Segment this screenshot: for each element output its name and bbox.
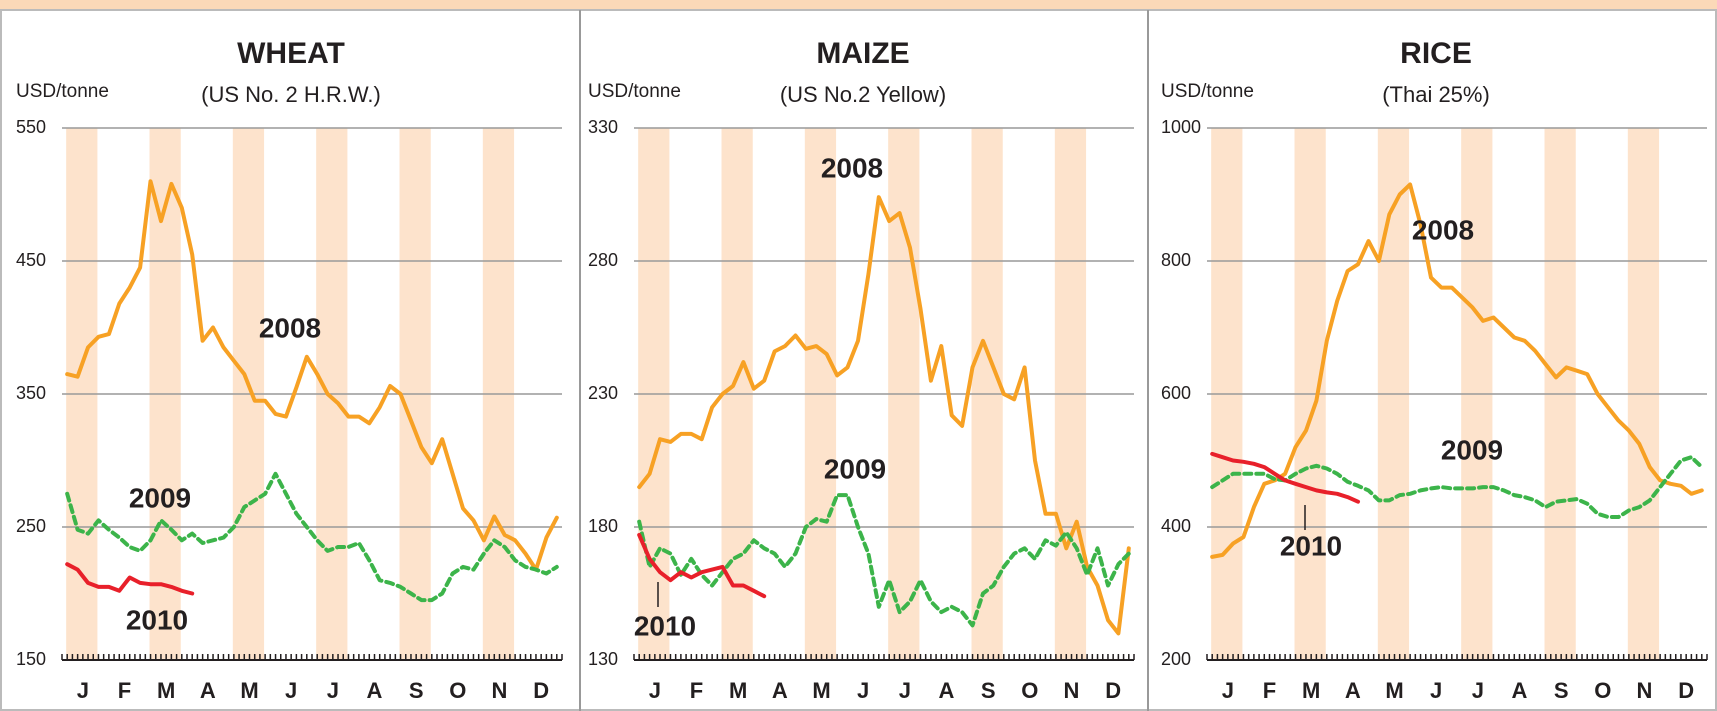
y-tick-label: 200 [1161, 649, 1191, 669]
x-tick-label: O [1594, 678, 1611, 703]
frame [0, 9, 1717, 711]
series-label: 2008 [821, 152, 883, 183]
x-tick-label: M [729, 678, 747, 703]
series-line [637, 493, 1131, 628]
y-tick-label: 600 [1161, 383, 1191, 403]
x-tick-label: M [812, 678, 830, 703]
series-label: 2010 [126, 604, 188, 635]
panel: WHEAT (US No. 2 H.R.W.) USD/tonne 150 250 350… [16, 37, 563, 703]
y-tick-label: 230 [588, 383, 618, 403]
y-tick-label: 400 [1161, 516, 1191, 536]
y-axis-label: USD/tonne [588, 81, 681, 102]
x-tick-label: J [77, 678, 89, 703]
x-tick-label: N [492, 678, 508, 703]
y-tick-label: 150 [16, 649, 46, 669]
minor-ticks [633, 654, 1135, 660]
x-tick-label: S [409, 678, 424, 703]
series-line [637, 195, 1131, 636]
series-label: 2010 [1280, 530, 1342, 561]
panel-title: RICE [1400, 37, 1472, 70]
series-line [65, 562, 195, 596]
series-line [1210, 451, 1360, 504]
series-label: 2009 [1441, 434, 1503, 465]
series-label: 2009 [824, 453, 886, 484]
minor-ticks [61, 654, 563, 660]
series-label: 2010 [634, 610, 696, 641]
panel: RICE (Thai 25%) USD/tonne 200 400 600 800 1000 J… [1161, 37, 1708, 703]
x-tick-label: S [1554, 678, 1569, 703]
series-line [1210, 455, 1704, 519]
panel-title: WHEAT [237, 37, 345, 70]
x-tick-label: A [200, 678, 216, 703]
x-tick-label: O [1021, 678, 1038, 703]
y-tick-label: 130 [588, 649, 618, 669]
y-tick-label: 280 [588, 250, 618, 270]
y-axis-label: USD/tonne [1161, 81, 1254, 102]
top-strip [0, 0, 1717, 10]
x-tick-label: J [285, 678, 297, 703]
y-axis-label: USD/tonne [16, 81, 109, 102]
x-tick-label: F [1263, 678, 1276, 703]
panel: MAIZE (US No.2 Yellow) USD/tonne 130 180 230 2… [588, 37, 1135, 703]
x-tick-label: S [981, 678, 996, 703]
x-tick-label: A [1512, 678, 1528, 703]
x-tick-label: M [240, 678, 258, 703]
x-tick-label: D [1105, 678, 1121, 703]
series-line [637, 533, 767, 599]
y-tick-label: 330 [588, 117, 618, 137]
x-tick-label: N [1637, 678, 1653, 703]
y-tick-label: 1000 [1161, 117, 1201, 137]
x-tick-label: M [157, 678, 175, 703]
x-tick-label: F [118, 678, 131, 703]
panel-subtitle: (US No. 2 H.R.W.) [201, 82, 381, 107]
y-tick-label: 350 [16, 383, 46, 403]
x-tick-label: D [1678, 678, 1694, 703]
x-tick-label: D [533, 678, 549, 703]
x-tick-label: J [857, 678, 869, 703]
y-tick-label: 800 [1161, 250, 1191, 270]
x-tick-label: J [1430, 678, 1442, 703]
y-tick-label: 180 [588, 516, 618, 536]
x-tick-label: M [1385, 678, 1403, 703]
y-tick-label: 450 [16, 250, 46, 270]
x-tick-label: F [690, 678, 703, 703]
x-tick-label: J [327, 678, 339, 703]
x-tick-label: J [1472, 678, 1484, 703]
y-tick-label: 250 [16, 516, 46, 536]
panel-title: MAIZE [816, 37, 909, 70]
x-tick-label: J [649, 678, 661, 703]
x-tick-label: J [1222, 678, 1234, 703]
series-line [1210, 182, 1704, 559]
x-tick-label: A [939, 678, 955, 703]
x-tick-label: M [1302, 678, 1320, 703]
series-line [65, 471, 559, 603]
panel-subtitle: (Thai 25%) [1382, 82, 1490, 107]
series-line [65, 179, 559, 572]
x-tick-label: O [449, 678, 466, 703]
x-tick-label: N [1064, 678, 1080, 703]
y-tick-label: 550 [16, 117, 46, 137]
minor-ticks [1206, 654, 1708, 660]
series-label: 2008 [259, 312, 321, 343]
x-tick-label: A [772, 678, 788, 703]
x-tick-label: A [367, 678, 383, 703]
x-tick-label: J [899, 678, 911, 703]
series-label: 2008 [1412, 214, 1474, 245]
panel-subtitle: (US No.2 Yellow) [780, 82, 946, 107]
x-tick-label: A [1345, 678, 1361, 703]
series-label: 2009 [129, 482, 191, 513]
